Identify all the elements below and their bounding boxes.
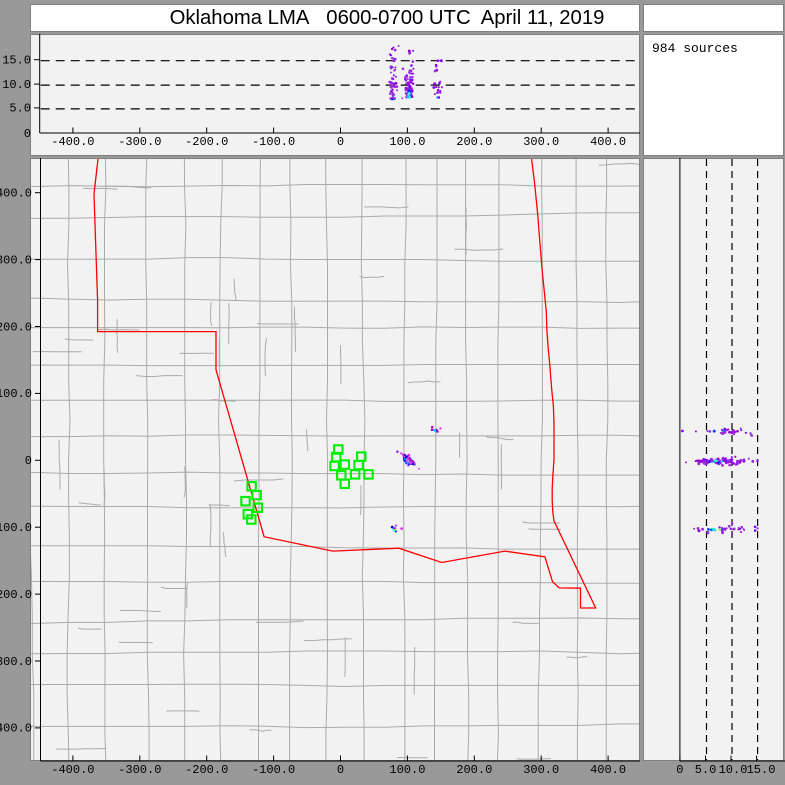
svg-text:100.0: 100.0 [0, 387, 32, 401]
svg-text:-300.0: -300.0 [118, 763, 161, 777]
svg-text:5.0: 5.0 [695, 763, 717, 777]
svg-text:100.0: 100.0 [389, 763, 425, 777]
svg-text:-400.0: -400.0 [51, 763, 94, 777]
svg-text:-200.0: -200.0 [185, 763, 228, 777]
svg-text:400.0: 400.0 [590, 763, 626, 777]
svg-text:10.0: 10.0 [2, 78, 31, 92]
svg-text:15.0: 15.0 [747, 763, 776, 777]
svg-text:-100.0: -100.0 [252, 763, 295, 777]
svg-text:0: 0 [337, 763, 344, 777]
svg-text:400.0: 400.0 [0, 187, 32, 201]
svg-text:-100.0: -100.0 [0, 521, 32, 535]
svg-text:-200.0: -200.0 [0, 588, 32, 602]
svg-text:200.0: 200.0 [0, 320, 32, 334]
svg-text:-300.0: -300.0 [0, 655, 32, 669]
svg-text:10.0: 10.0 [719, 763, 748, 777]
svg-text:300.0: 300.0 [523, 763, 559, 777]
svg-text:15.0: 15.0 [2, 54, 31, 68]
svg-text:5.0: 5.0 [9, 102, 31, 116]
svg-text:200.0: 200.0 [456, 763, 492, 777]
svg-text:-400.0: -400.0 [0, 722, 32, 736]
svg-text:0: 0 [676, 763, 683, 777]
svg-text:300.0: 300.0 [0, 253, 32, 267]
